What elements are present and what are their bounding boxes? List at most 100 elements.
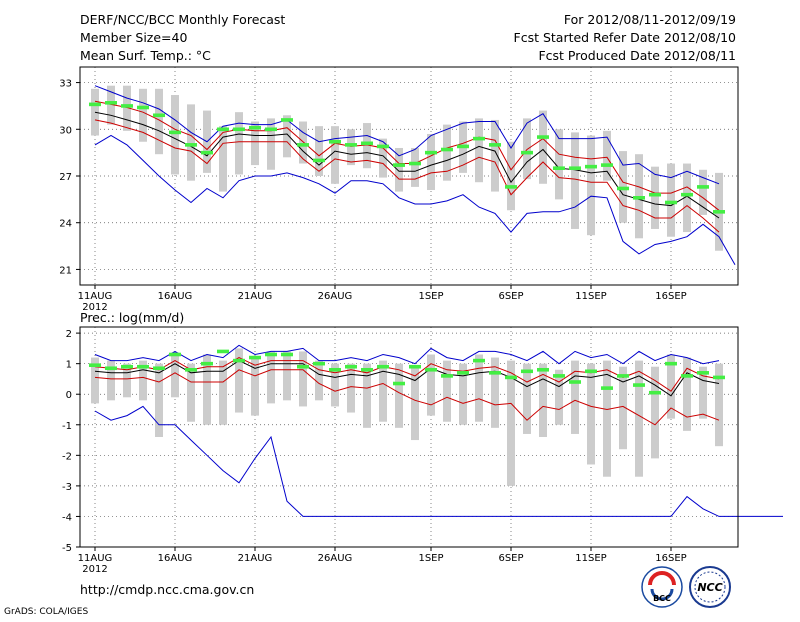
y-tick-label: 0 <box>66 390 72 401</box>
median-marker <box>281 352 293 357</box>
ensemble-box <box>491 119 499 192</box>
median-marker <box>553 374 565 378</box>
median-marker <box>217 349 229 354</box>
median-marker <box>345 143 357 147</box>
ensemble-box <box>491 357 499 428</box>
median-marker <box>537 135 549 139</box>
median-marker <box>361 141 373 146</box>
median-marker <box>425 150 437 155</box>
ensemble-box <box>267 351 275 404</box>
ensemble-box <box>699 169 707 215</box>
x-tick-label: 11SEP <box>575 553 606 564</box>
ensemble-box <box>603 360 611 477</box>
source-url[interactable]: http://cmdp.ncc.cma.gov.cn <box>80 582 254 597</box>
median-marker <box>361 367 373 372</box>
y-tick-label: -3 <box>62 482 72 493</box>
median-marker <box>441 147 453 152</box>
median-marker <box>457 371 469 375</box>
grads-credit: GrADS: COLA/IGES <box>4 607 88 617</box>
median-marker <box>153 113 165 118</box>
median-marker <box>265 127 277 132</box>
median-marker <box>89 363 101 367</box>
ensemble-box <box>123 85 131 131</box>
ensemble-box <box>427 354 435 416</box>
median-marker <box>201 150 213 155</box>
bcc-logo: BCC <box>641 566 683 608</box>
ensemble-box <box>635 360 643 477</box>
ensemble-box <box>507 141 515 211</box>
median-marker <box>537 367 549 372</box>
ensemble-box <box>299 351 307 407</box>
ensemble-mean-line <box>94 360 720 397</box>
median-marker <box>569 380 581 384</box>
median-marker <box>697 185 709 189</box>
ensemble-max-line <box>94 344 720 365</box>
median-marker <box>473 136 485 141</box>
median-marker <box>377 364 389 369</box>
median-marker <box>473 358 485 363</box>
chart-title: DERF/NCC/BCC Monthly Forecast <box>80 12 285 27</box>
forecast-period: For 2012/08/11-2012/09/19 <box>564 12 736 27</box>
ensemble-box <box>651 166 659 229</box>
ensemble-box <box>667 354 675 419</box>
ensemble-box <box>715 363 723 447</box>
ensemble-max-line <box>94 85 720 185</box>
ensemble-box <box>363 123 371 169</box>
x-tick-label: 6SEP <box>498 553 523 564</box>
x-tick-label: 26AUG <box>318 553 353 564</box>
ensemble-box <box>523 118 531 180</box>
median-marker <box>617 186 629 191</box>
x-tick-label: 11SEP <box>575 291 606 302</box>
ensemble-box <box>571 132 579 229</box>
y-tick-label: 1 <box>66 360 72 371</box>
median-marker <box>601 386 613 390</box>
ensemble-box <box>347 129 355 166</box>
ensemble-box <box>699 366 707 419</box>
ensemble-box <box>539 363 547 437</box>
ensemble-box <box>555 369 563 425</box>
y-tick-label: 24 <box>59 219 72 230</box>
median-marker <box>489 143 501 147</box>
y-tick-label: 30 <box>59 125 72 136</box>
median-marker <box>633 383 645 387</box>
x-tick-label: 1SEP <box>418 553 443 564</box>
median-marker <box>233 358 245 363</box>
median-marker <box>313 158 325 163</box>
fcst-started-date: Fcst Started Refer Date 2012/08/10 <box>514 30 737 45</box>
ensemble-box <box>219 126 227 192</box>
ensemble-box <box>603 130 611 181</box>
x-tick-label: 16SEP <box>655 291 686 302</box>
ensemble-box <box>587 363 595 465</box>
ensemble-box <box>651 366 659 459</box>
ensemble-box <box>443 360 451 422</box>
median-marker <box>329 367 341 372</box>
median-marker <box>169 352 181 357</box>
x-tick-label: 16AUG <box>158 291 193 302</box>
median-marker <box>217 127 229 132</box>
y-tick-label: -5 <box>62 543 72 554</box>
median-marker <box>153 366 165 371</box>
median-marker <box>713 210 725 214</box>
median-marker <box>377 144 389 149</box>
ensemble-box <box>187 363 195 422</box>
y-tick-label: 2 <box>66 329 72 340</box>
median-marker <box>601 163 613 167</box>
x-tick-label: 21AUG <box>238 553 273 564</box>
x-tick-label: 26AUG <box>318 291 353 302</box>
median-marker <box>505 375 517 380</box>
median-marker <box>553 166 565 171</box>
median-marker <box>201 361 213 366</box>
ensemble-box <box>139 88 147 142</box>
spread-lower-line <box>94 369 720 426</box>
ensemble-box <box>91 88 99 136</box>
ensemble-box <box>187 104 195 181</box>
median-marker <box>345 364 357 369</box>
x-tick-label: 11AUG <box>78 291 113 302</box>
ensemble-box <box>331 126 339 184</box>
median-marker <box>649 192 661 197</box>
median-marker <box>489 371 501 375</box>
ensemble-box <box>235 348 243 413</box>
ensemble-box <box>235 112 243 175</box>
median-marker <box>313 361 325 366</box>
